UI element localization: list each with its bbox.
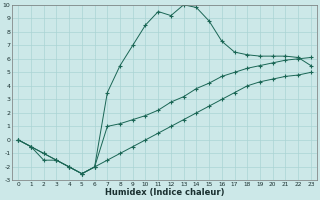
- X-axis label: Humidex (Indice chaleur): Humidex (Indice chaleur): [105, 188, 224, 197]
